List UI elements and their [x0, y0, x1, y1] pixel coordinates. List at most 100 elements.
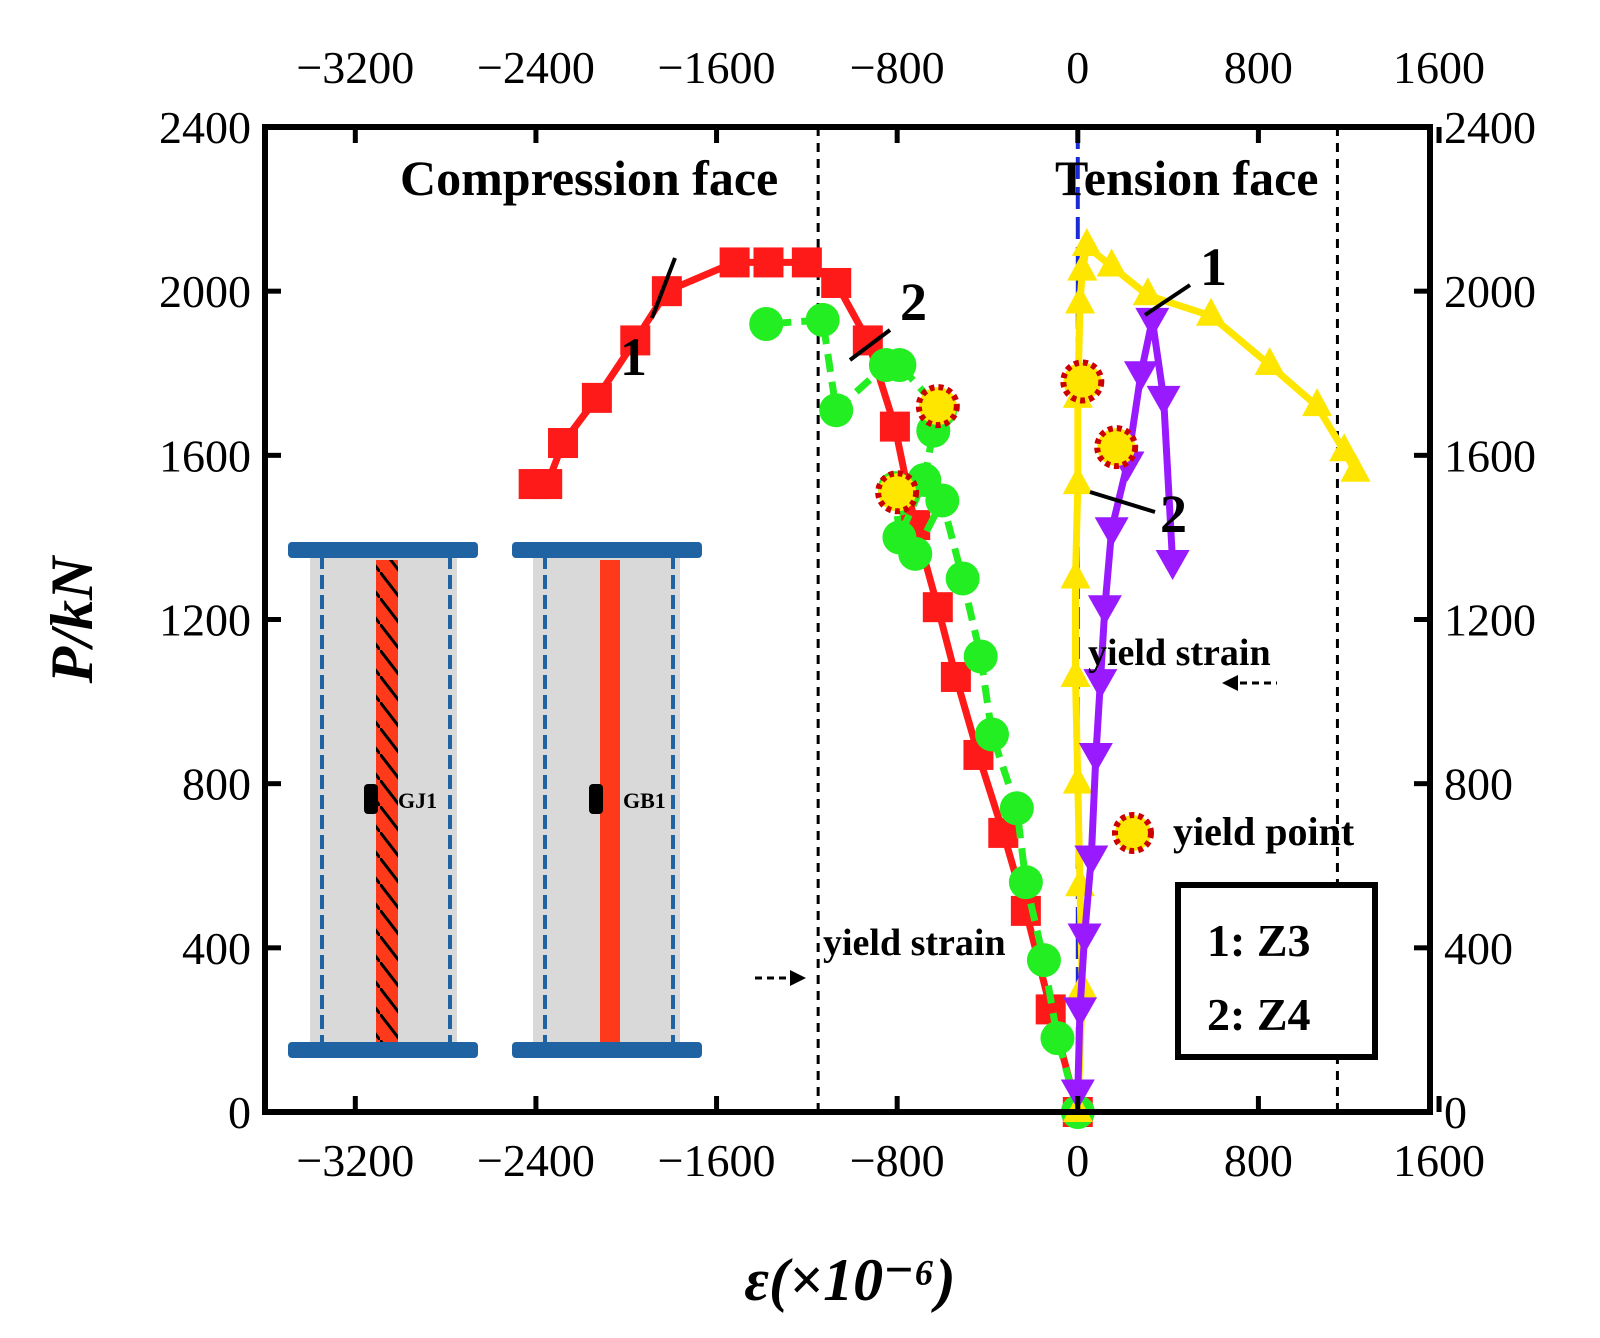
data-point-compression-1 [1010, 895, 1041, 926]
y-tick-label-right: 2400 [1444, 102, 1536, 153]
x-tick-label-top: 1600 [1393, 42, 1485, 93]
yield-point-tension-1 [1060, 359, 1105, 404]
data-point-compression-2 [882, 520, 917, 555]
data-point-tension-1 [1062, 466, 1093, 495]
y-tick-label-left: 800 [182, 759, 251, 810]
series-compression-1 [518, 247, 1093, 1127]
data-point-compression-2 [945, 561, 980, 596]
data-point-compression-2 [974, 717, 1009, 752]
data-point-tension-2 [1063, 997, 1098, 1028]
series-tension-2 [1060, 307, 1190, 1110]
x-tick-label-top: 800 [1224, 42, 1293, 93]
legend-entry-1: 1: Z3 [1207, 915, 1311, 966]
yield-strain-text-compression: yield strain [823, 922, 1006, 964]
data-point-compression-2 [749, 307, 784, 341]
y-tick-label-left: 0 [228, 1087, 251, 1138]
data-point-compression-1 [548, 428, 579, 459]
data-point-tension-2 [1155, 550, 1190, 581]
x-tick-label-bottom: 0 [1066, 1135, 1089, 1186]
data-point-tension-2 [1087, 595, 1122, 626]
data-point-tension-2 [1074, 845, 1109, 876]
y-tick-label-left: 1600 [159, 430, 251, 481]
curve-tag-tension-2: 2 [1160, 484, 1187, 544]
legend: 1: Z3 2: Z4 [1175, 882, 1378, 1060]
data-point-tension-1 [1071, 228, 1102, 257]
data-point-compression-1 [620, 325, 651, 356]
data-point-tension-2 [1067, 923, 1102, 954]
data-point-compression-2 [1026, 943, 1061, 978]
data-point-compression-1 [581, 382, 612, 413]
strain-gauge-gb1 [589, 784, 603, 814]
data-point-tension-2 [1078, 742, 1113, 773]
y-tick-label-right: 1200 [1444, 595, 1536, 646]
data-series [518, 228, 1371, 1129]
data-point-compression-2 [819, 393, 854, 428]
y-tick-label-right: 800 [1444, 759, 1513, 810]
data-point-compression-1 [940, 661, 971, 692]
yield-strain-note-tension: yield strain [1088, 632, 1277, 691]
yield-strain-text-tension: yield strain [1088, 632, 1271, 674]
y-tick-label-right: 2000 [1444, 266, 1536, 317]
x-tick-label-bottom: −3200 [296, 1135, 414, 1186]
data-point-tension-2 [1146, 385, 1181, 416]
curve-tag-tension-1: 1 [1200, 237, 1227, 297]
y-tick-label-left: 2000 [159, 266, 251, 317]
yield-strain-note-compression: yield strain [755, 922, 1006, 986]
gauge-label-gj1: GJ1 [398, 788, 437, 813]
y-tick-label-right: 1600 [1444, 430, 1536, 481]
legend-box [1175, 882, 1378, 1060]
data-point-compression-2 [963, 639, 998, 674]
x-tick-label-top: −3200 [296, 42, 414, 93]
gauge-label-gb1: GB1 [623, 788, 666, 813]
specimen-gb1: GB1 [512, 542, 702, 1058]
x-tick-label-top: −2400 [477, 42, 595, 93]
yield-point-label: yield point [1173, 809, 1355, 854]
data-point-tension-1 [1060, 560, 1091, 589]
data-point-compression-1 [753, 247, 784, 278]
data-point-tension-1 [1062, 765, 1093, 794]
data-point-compression-2 [868, 348, 903, 383]
yield-point-compression-2 [915, 384, 960, 429]
data-point-tension-1 [1132, 277, 1163, 306]
data-point-tension-2 [1094, 517, 1129, 548]
x-tick-label-bottom: 1600 [1393, 1135, 1485, 1186]
y-tick-label-left: 1200 [159, 595, 251, 646]
data-point-tension-1 [1254, 347, 1285, 376]
legend-entry-2: 2: Z4 [1207, 989, 1311, 1040]
y-tick-label-right: 400 [1444, 923, 1513, 974]
data-point-tension-1 [1340, 453, 1371, 482]
data-point-compression-2 [805, 302, 840, 337]
x-tick-label-top: −800 [850, 42, 945, 93]
steel-plate-plain [600, 560, 620, 1045]
data-point-compression-2 [1040, 1021, 1075, 1056]
compression-face-label: Compression face [400, 150, 778, 206]
data-point-tension-2 [1124, 361, 1159, 392]
yield-point-compression-1 [875, 470, 920, 515]
x-tick-label-bottom: −1600 [658, 1135, 776, 1186]
data-point-tension-1 [1195, 297, 1226, 326]
data-point-tension-1 [1065, 285, 1096, 314]
y-tick-label-left: 2400 [159, 102, 251, 153]
curve-tag-compression-1: 1 [620, 327, 647, 387]
x-tick-label-top: 0 [1066, 42, 1089, 93]
data-point-compression-2 [1008, 865, 1043, 900]
axis-ticks: −3200 −3200 −2400 −2400 −1600 −1600 −800 −800 0 0… [159, 42, 1536, 1186]
data-point-tension-2 [1083, 669, 1118, 700]
tension-face-label: Tension face [1055, 150, 1318, 206]
data-point-compression-1 [821, 267, 852, 298]
strain-gauge-gj1 [364, 784, 378, 814]
x-tick-label-top: −1600 [658, 42, 776, 93]
data-point-tension-1 [1302, 388, 1333, 417]
y-axis-title: P/kN [39, 554, 105, 684]
data-point-compression-1 [791, 247, 822, 278]
data-point-tension-2 [1135, 307, 1170, 338]
data-point-compression-1 [518, 469, 549, 500]
data-point-tension-2 [1060, 1079, 1095, 1110]
data-point-tension-1 [1067, 252, 1098, 281]
data-point-tension-1 [1329, 433, 1360, 462]
x-tick-label-bottom: −2400 [477, 1135, 595, 1186]
x-tick-label-bottom: 800 [1224, 1135, 1293, 1186]
y-tick-label-left: 400 [182, 923, 251, 974]
y-tick-label-right: 0 [1444, 1087, 1467, 1138]
